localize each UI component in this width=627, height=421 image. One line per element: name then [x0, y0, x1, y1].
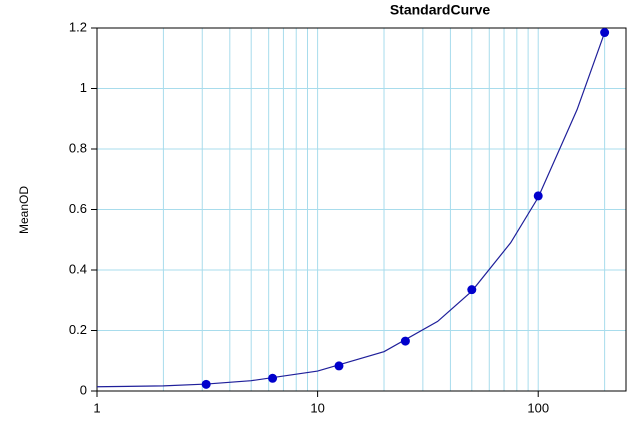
- data-point: [268, 373, 278, 383]
- chart-title: StandardCurve: [390, 2, 491, 18]
- data-point: [400, 336, 410, 346]
- y-tick-label: 0.2: [69, 322, 87, 337]
- plot-frame: [96, 27, 627, 392]
- y-tick-label: 0.6: [69, 201, 87, 216]
- fit-curve: [96, 32, 606, 388]
- x-tick-label: 1: [93, 400, 100, 415]
- y-tick-label: 1: [80, 80, 87, 95]
- y-axis-label: MeanOD: [17, 186, 31, 234]
- y-tick-label: 0.4: [69, 261, 87, 276]
- data-point: [334, 361, 344, 371]
- data-point: [201, 379, 211, 389]
- x-tick-label: 100: [527, 400, 549, 415]
- data-point: [467, 285, 477, 295]
- y-tick-label: 1.2: [69, 19, 87, 34]
- x-tick-label: 10: [310, 400, 324, 415]
- data-point: [533, 191, 543, 201]
- y-tick-label: 0: [80, 382, 87, 397]
- y-tick-label: 0.8: [69, 140, 87, 155]
- data-point: [600, 28, 610, 38]
